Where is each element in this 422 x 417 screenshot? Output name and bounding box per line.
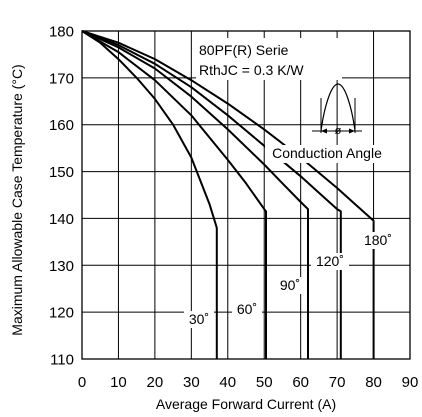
x-tick-label: 70	[329, 374, 346, 391]
curve-line	[81, 30, 218, 359]
x-tick-label: 10	[110, 374, 127, 391]
device-label: 80PF(R) Serie	[199, 42, 289, 58]
conduction-angle-label: Conduction Angle	[272, 145, 382, 161]
annotation-background	[196, 38, 342, 80]
x-tick-label: 80	[365, 374, 382, 391]
y-tick-label: 150	[49, 164, 74, 181]
curve-label-background	[184, 311, 214, 328]
x-axis-title: Average Forward Current (A)	[156, 396, 336, 412]
curve-line	[81, 30, 309, 359]
conduction-angle-waveform-icon	[312, 83, 362, 134]
plot-frame	[81, 30, 411, 360]
curve-label: 30˚	[189, 311, 209, 327]
y-tick-label: 180	[49, 24, 74, 41]
x-tick-label: 40	[219, 374, 236, 391]
y-tick-label: 120	[49, 305, 74, 322]
x-tick-label: 30	[183, 374, 200, 391]
curve-line	[81, 30, 342, 359]
curves	[81, 30, 375, 359]
curve-labels: 30˚ 60˚ 90˚ 120˚ 180˚	[184, 232, 397, 328]
curve-label-background	[275, 277, 305, 294]
curve-label-background	[311, 253, 349, 270]
curve-label: 60˚	[237, 301, 257, 317]
x-tick-labels: 0 10 20 30 40 50 60 70 80 90	[78, 374, 419, 391]
x-tick-label: 0	[78, 374, 86, 391]
curve-label: 120˚	[316, 253, 344, 269]
curve-label-background	[232, 301, 262, 318]
y-tick-labels: 110 120 130 140 150 160 170 180	[49, 24, 74, 369]
y-tick-label: 110	[50, 352, 74, 369]
x-tick-label: 20	[147, 374, 164, 391]
curve-label: 180˚	[364, 232, 392, 248]
curve-line	[81, 30, 375, 359]
y-tick-label: 160	[49, 117, 74, 134]
phi-symbol: ø	[335, 125, 342, 137]
curve-line	[81, 30, 267, 359]
y-axis-title: Maximum Allowable Case Temperature (°C)	[9, 64, 25, 335]
x-tick-label: 50	[256, 374, 273, 391]
y-tick-label: 170	[49, 70, 74, 87]
conduction-angle-label-background	[265, 145, 389, 163]
y-tick-label: 140	[49, 211, 74, 228]
rthjc-label: RthJC = 0.3 K/W	[199, 62, 304, 78]
curve-label-background	[359, 232, 397, 249]
curve-label: 90˚	[280, 277, 300, 293]
x-tick-label: 60	[292, 374, 309, 391]
x-tick-label: 90	[402, 374, 419, 391]
y-tick-label: 130	[49, 258, 74, 275]
